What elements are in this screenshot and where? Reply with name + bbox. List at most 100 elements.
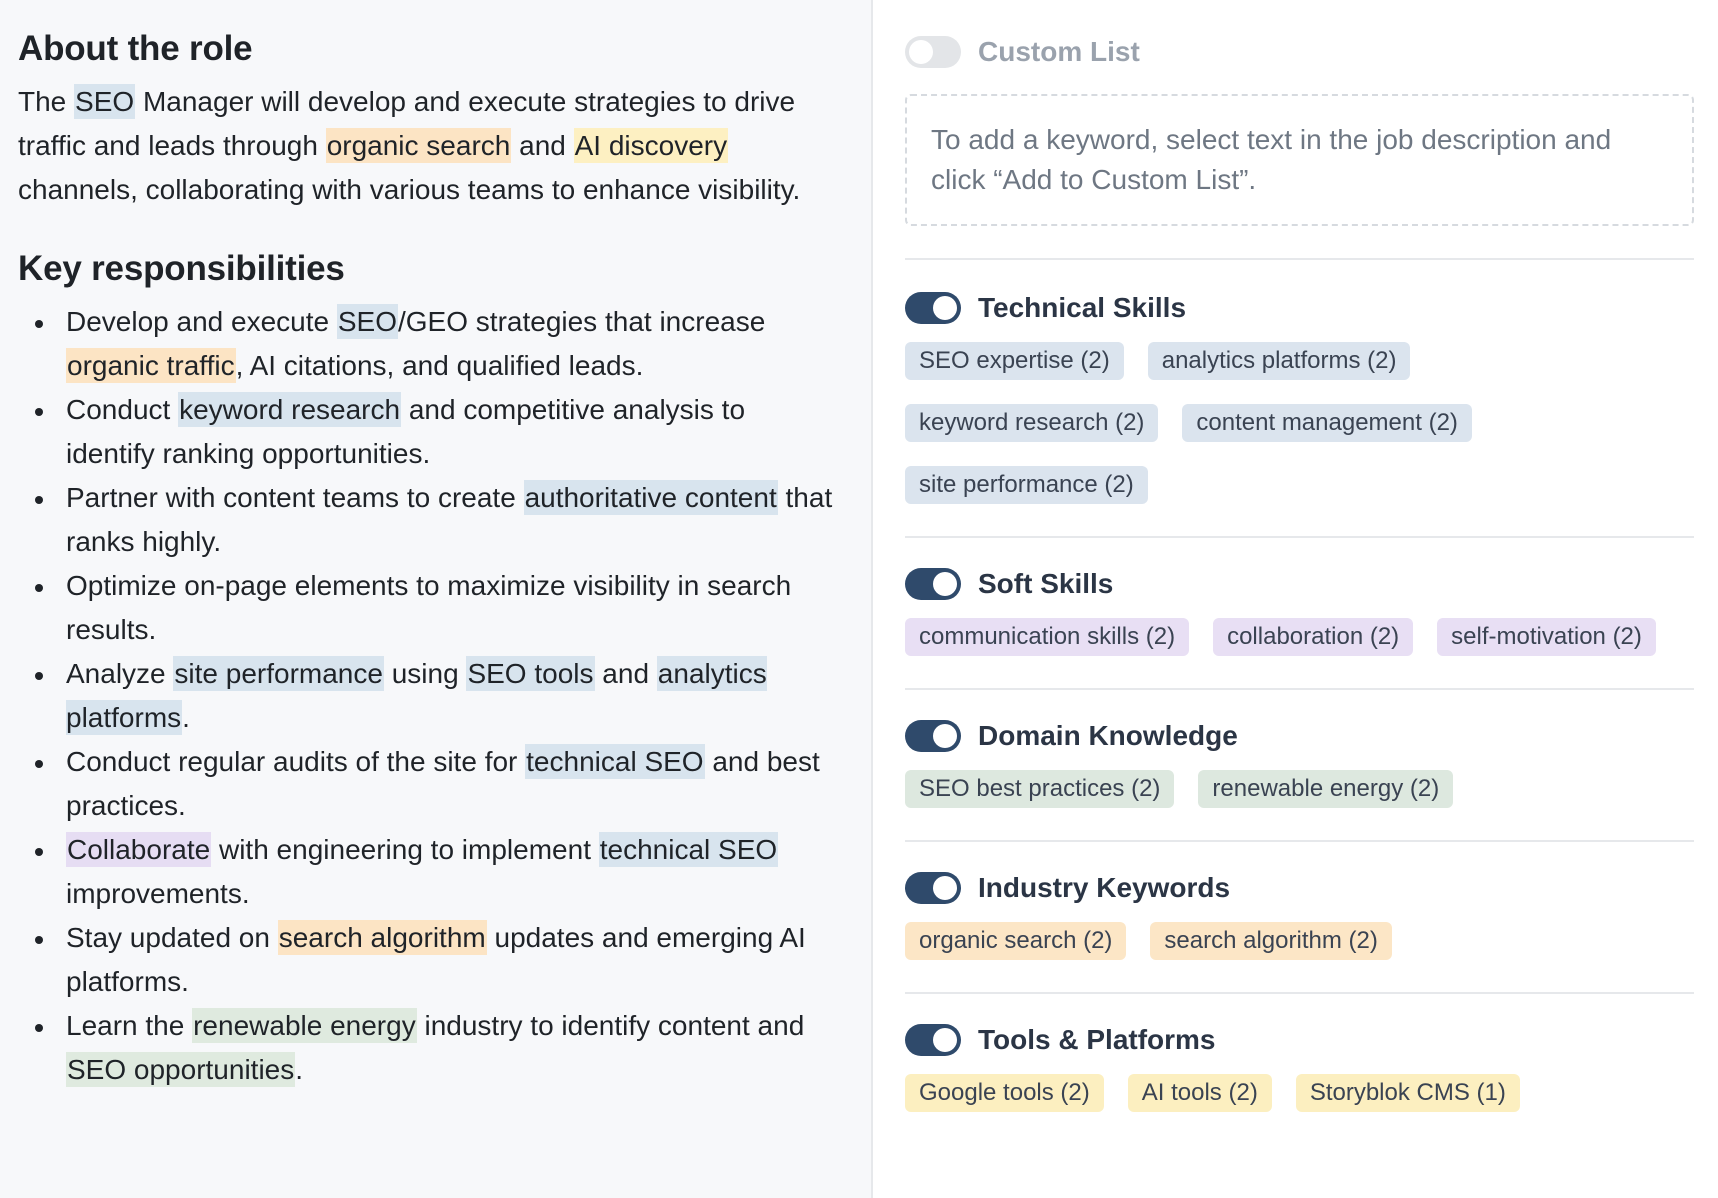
keyword-chip[interactable]: site performance (2) [905,466,1148,504]
keyword-chip[interactable]: self-motivation (2) [1437,618,1656,656]
about-paragraph[interactable]: The SEO Manager will develop and execute… [18,80,841,212]
responsibility-text: Optimize on-page elements to maximize vi… [66,570,792,645]
keyword-highlight[interactable]: organic search [325,128,512,163]
keyword-chip[interactable]: search algorithm (2) [1150,922,1392,960]
category-toggle[interactable] [905,568,961,600]
toggle-knob [933,724,957,748]
keyword-chip[interactable]: keyword research (2) [905,404,1159,442]
responsibility-text: industry to identify content and [416,1010,805,1041]
category-toggle[interactable] [905,1024,961,1056]
responsibility-text: , AI citations, and qualified leads. [235,350,644,381]
responsibility-text: and best practices. [66,746,820,821]
keyword-highlight[interactable]: search algorithm [277,920,487,955]
responsibility-text: that ranks highly. [66,482,833,557]
keyword-chip[interactable]: analytics platforms (2) [1147,342,1411,380]
custom-list-hint: To add a keyword, select text in the job… [905,94,1694,226]
keyword-chip[interactable]: Google tools (2) [905,1074,1104,1112]
responsibility-text: Develop and execute [66,306,337,337]
category-section: Industry Keywords organic search (2) searc… [905,866,1694,994]
keyword-panel: Custom List To add a keyword, select tex… [873,0,1718,1198]
responsibilities-heading: Key responsibilities [18,249,345,288]
keyword-highlight[interactable]: technical SEO [598,832,779,867]
responsibility-item[interactable]: Develop and execute SEO/GEO strategies t… [18,300,841,388]
keyword-highlight[interactable]: SEO opportunities [66,1052,296,1087]
keyword-chip[interactable]: SEO expertise (2) [905,342,1124,380]
keyword-highlight[interactable]: technical SEO [525,744,705,779]
keyword-highlight[interactable]: keyword research [178,392,402,427]
toggle-knob [933,296,957,320]
category-section: Technical Skills SEO expertise (2) analyti… [905,286,1694,538]
keyword-chip[interactable]: renewable energy (2) [1198,770,1454,808]
keyword-chip[interactable]: SEO best practices (2) [905,770,1175,808]
responsibility-item[interactable]: Conduct regular audits of the site for t… [18,740,841,828]
responsibility-text: . [182,702,190,733]
responsibility-text: and competitive analysis to identify ran… [66,394,746,469]
divider [905,688,1694,690]
keyword-chip[interactable]: Storyblok CMS (1) [1295,1074,1520,1112]
toggle-knob [933,1028,957,1052]
category-toggle[interactable] [905,720,961,752]
keyword-chips: SEO best practices (2) renewable energy (… [905,770,1694,832]
keyword-highlight[interactable]: SEO [336,304,398,339]
keyword-chip[interactable]: collaboration (2) [1213,618,1414,656]
responsibility-item[interactable]: Learn the renewable energy industry to i… [18,1004,841,1092]
category-section: Soft Skills communication skills (2) colla… [905,562,1694,690]
responsibility-text: updates and emerging AI platforms. [66,922,806,997]
about-heading: About the role [18,29,253,68]
category-header: Domain Knowledge [905,714,1694,758]
about-text-3: and [511,130,574,161]
category-section: Tools & Platforms Google tools (2) AI tool… [905,1018,1694,1136]
category-header: Technical Skills [905,286,1694,330]
keyword-highlight[interactable]: organic traffic [66,348,236,383]
divider [905,536,1694,538]
keyword-highlight[interactable]: AI discovery [573,128,729,163]
category-label: Domain Knowledge [978,720,1238,751]
keyword-chips: SEO expertise (2) analytics platforms (2)… [905,342,1694,528]
responsibility-text: using [383,658,467,689]
keyword-chip[interactable]: AI tools (2) [1127,1074,1272,1112]
keyword-highlight[interactable]: authoritative content [523,480,778,515]
about-text-1: The [18,86,75,117]
responsibility-text: with engineering to implement [211,834,599,865]
custom-list-toggle[interactable] [905,36,961,68]
keyword-chip[interactable]: content management (2) [1182,404,1472,442]
responsibility-item[interactable]: Conduct keyword research and competitive… [18,388,841,476]
responsibility-text: Partner with content teams to create [66,482,524,513]
responsibility-text: Conduct regular audits of the site for [66,746,526,777]
custom-list-header: Custom List [905,30,1694,74]
keyword-categories: Technical Skills SEO expertise (2) analyti… [905,286,1694,1136]
keyword-highlight[interactable]: SEO [74,84,136,119]
category-toggle[interactable] [905,872,961,904]
keyword-chips: organic search (2) search algorithm (2) [905,922,1694,984]
category-label: Soft Skills [978,568,1114,599]
responsibility-text: improvements. [66,878,250,909]
toggle-knob [909,40,933,64]
keyword-highlight[interactable]: SEO tools [466,656,595,691]
toggle-knob [933,572,957,596]
category-label: Technical Skills [978,292,1187,323]
about-text-2: Manager will develop and execute strateg… [18,86,796,161]
category-label: Tools & Platforms [978,1024,1216,1055]
responsibility-text: and [594,658,657,689]
keyword-chip[interactable]: communication skills (2) [905,618,1190,656]
responsibilities-list: Develop and execute SEO/GEO strategies t… [18,300,841,1092]
category-section: Domain Knowledge SEO best practices (2) re… [905,714,1694,842]
divider [905,992,1694,994]
responsibility-text: Analyze [66,658,174,689]
keyword-highlight[interactable]: site performance [173,656,384,691]
keyword-chip[interactable]: organic search (2) [905,922,1127,960]
category-header: Tools & Platforms [905,1018,1694,1062]
job-description-pane[interactable]: About the role The SEO Manager will deve… [0,0,873,1198]
responsibility-item[interactable]: Partner with content teams to create aut… [18,476,841,564]
keyword-highlight[interactable]: Collaborate [66,832,212,867]
responsibility-item[interactable]: Analyze site performance using SEO tools… [18,652,841,740]
category-toggle[interactable] [905,292,961,324]
responsibility-item[interactable]: Stay updated on search algorithm updates… [18,916,841,1004]
responsibility-item[interactable]: Optimize on-page elements to maximize vi… [18,564,841,652]
responsibility-item[interactable]: Collaborate with engineering to implemen… [18,828,841,916]
keyword-highlight[interactable]: renewable energy [192,1008,417,1043]
divider [905,840,1694,842]
responsibility-text: Learn the [66,1010,193,1041]
custom-list-label: Custom List [978,36,1140,67]
